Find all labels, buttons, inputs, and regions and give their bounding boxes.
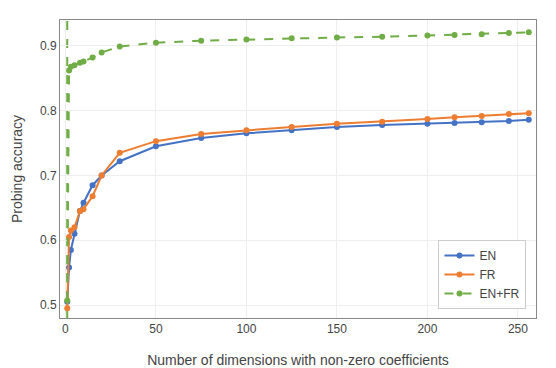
svg-text:0.5: 0.5 xyxy=(40,298,57,312)
svg-text:0: 0 xyxy=(62,322,69,336)
svg-text:150: 150 xyxy=(327,322,347,336)
svg-text:Number of dimensions with non-: Number of dimensions with non-zero coeff… xyxy=(147,352,449,368)
svg-text:Probing accuracy: Probing accuracy xyxy=(9,115,25,223)
svg-text:50: 50 xyxy=(149,322,163,336)
svg-text:0.7: 0.7 xyxy=(40,169,57,183)
svg-text:EN: EN xyxy=(479,249,496,263)
svg-text:FR: FR xyxy=(479,268,495,282)
svg-text:0.8: 0.8 xyxy=(40,104,57,118)
svg-text:200: 200 xyxy=(417,322,437,336)
svg-text:250: 250 xyxy=(508,322,528,336)
svg-text:0.9: 0.9 xyxy=(40,39,57,53)
svg-text:100: 100 xyxy=(236,322,256,336)
svg-text:EN+FR: EN+FR xyxy=(479,287,519,301)
svg-text:0.6: 0.6 xyxy=(40,233,57,247)
